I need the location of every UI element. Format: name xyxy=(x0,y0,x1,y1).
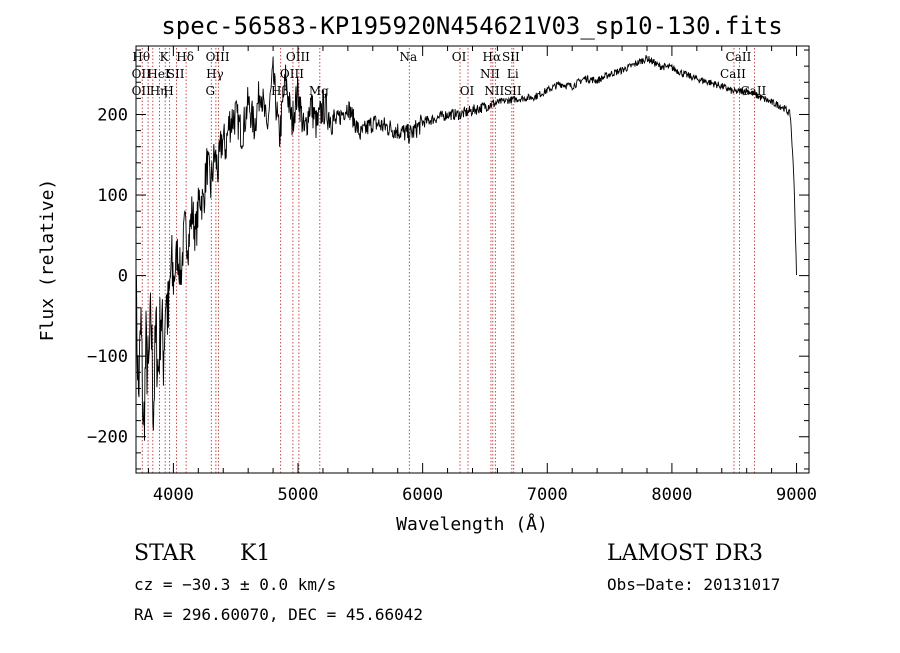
x-tick-label: 8000 xyxy=(651,485,692,505)
line-marker-label: Na xyxy=(399,50,417,64)
line-marker-label: NII xyxy=(480,67,500,81)
line-marker-label: OIII xyxy=(286,50,310,64)
line-marker-label: Hγ xyxy=(206,67,224,81)
x-tick-label: 6000 xyxy=(402,485,443,505)
line-marker-label: OIII xyxy=(206,50,230,64)
x-tick-label: 4000 xyxy=(153,485,194,505)
sky-coordinates: RA = 296.60070, DEC = 45.66042 xyxy=(134,605,423,624)
spectrum-series xyxy=(135,55,797,441)
line-marker-label: OI xyxy=(460,84,475,98)
spectrum-line xyxy=(135,55,797,441)
line-marker-label: H xyxy=(163,84,173,98)
y-tick-label: −100 xyxy=(87,347,128,367)
line-marker-label: SII xyxy=(167,67,185,81)
chart-title: spec-56583-KP195920N454621V03_sp10-130.f… xyxy=(161,12,782,40)
line-marker-label: Hα xyxy=(483,50,502,64)
object-subclass: K1 xyxy=(240,541,270,566)
line-marker-label: SII xyxy=(504,84,522,98)
line-marker-label: K xyxy=(160,50,170,64)
line-marker-label: OI xyxy=(452,50,467,64)
line-marker-label: OIII xyxy=(280,67,304,81)
y-tick-label: 100 xyxy=(97,186,128,206)
observation-date: Obs−Date: 20131017 xyxy=(607,575,780,594)
x-axis-label: Wavelength (Å) xyxy=(396,513,548,535)
redshift-velocity: cz = −30.3 ± 0.0 km/s xyxy=(134,575,336,594)
x-tick-label: 9000 xyxy=(776,485,817,505)
line-marker-label: SII xyxy=(502,50,520,64)
line-marker-label: Li xyxy=(507,67,519,81)
line-marker-label: Hη xyxy=(150,84,168,98)
y-tick-label: −200 xyxy=(87,428,128,448)
x-tick-label: 7000 xyxy=(527,485,568,505)
line-marker-label: NII xyxy=(484,84,504,98)
line-marker-label: HeI xyxy=(147,67,170,81)
y-tick-label: 0 xyxy=(118,267,128,287)
line-marker-label: CaII xyxy=(726,50,752,64)
survey-name: LAMOST DR3 xyxy=(607,541,763,566)
x-tick-label: 5000 xyxy=(278,485,319,505)
line-marker-label: Mg xyxy=(309,84,329,98)
object-class: STAR xyxy=(134,541,196,566)
line-marker-label: G xyxy=(205,84,215,98)
y-axis-label: Flux (relative) xyxy=(37,179,58,342)
line-marker-label: Hθ xyxy=(132,50,150,64)
line-marker-label: Hδ xyxy=(176,50,194,64)
x-axis: 4000 5000 6000 7000 8000 9000 xyxy=(147,46,817,505)
y-tick-label: 200 xyxy=(97,105,128,125)
line-marker-label: CaII xyxy=(720,67,746,81)
y-axis: −200 −100 0 100 200 xyxy=(87,49,809,470)
